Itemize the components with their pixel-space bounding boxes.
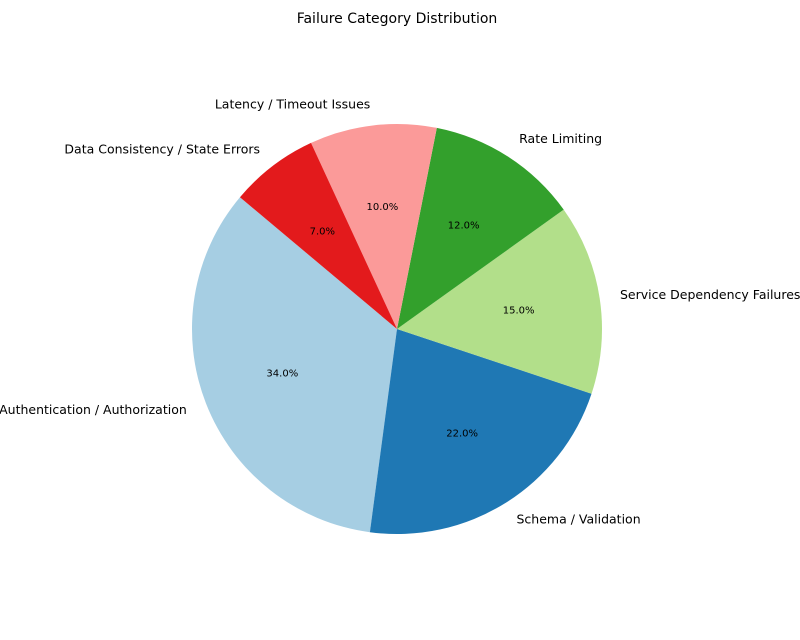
pie-slice bbox=[239, 142, 397, 329]
slice-percent-label: 10.0% bbox=[367, 202, 399, 213]
pie-slice bbox=[397, 127, 564, 329]
slice-percent-label: 22.0% bbox=[446, 428, 478, 439]
slice-label: Latency / Timeout Issues bbox=[215, 97, 370, 112]
slice-percent-label: 12.0% bbox=[448, 221, 480, 232]
pie-slice bbox=[192, 197, 397, 533]
slice-percent-label: 7.0% bbox=[310, 226, 335, 237]
slice-percent-label: 15.0% bbox=[503, 306, 535, 317]
slice-label: Authentication / Authorization bbox=[0, 402, 187, 417]
pie-slice bbox=[369, 329, 592, 534]
slice-label: Data Consistency / State Errors bbox=[64, 141, 260, 156]
slice-label: Rate Limiting bbox=[519, 131, 602, 146]
slice-label: Service Dependency Failures bbox=[620, 287, 800, 302]
slice-label: Schema / Validation bbox=[516, 512, 640, 527]
chart-title: Failure Category Distribution bbox=[297, 11, 498, 27]
slice-percent-label: 34.0% bbox=[266, 368, 298, 379]
pie-slice bbox=[397, 209, 602, 394]
pie-slice bbox=[311, 123, 437, 329]
